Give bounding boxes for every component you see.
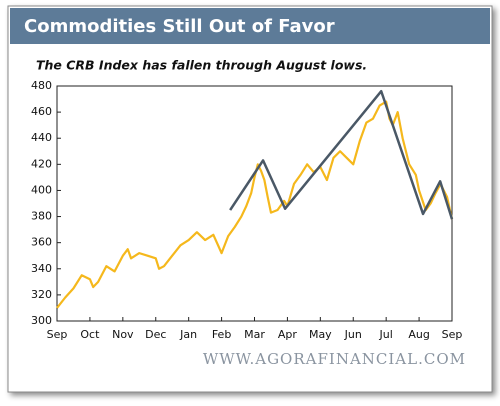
y-tick-label: 420 — [31, 157, 52, 170]
y-tick-label: 320 — [31, 288, 52, 301]
x-tick-label: Apr — [278, 328, 298, 341]
y-tick-label: 300 — [31, 314, 52, 327]
line — [56, 100, 454, 309]
y-tick-label: 440 — [31, 131, 52, 144]
line — [229, 89, 454, 220]
x-tick-label: Jul — [379, 328, 393, 341]
y-tick-label: 400 — [31, 183, 52, 196]
x-tick-label: Feb — [212, 328, 231, 341]
y-tick-label: 380 — [31, 210, 52, 223]
x-tick-label: Nov — [112, 328, 134, 341]
x-tick-label: May — [309, 328, 332, 341]
watermark: WWW.AGORAFINANCIAL.COM — [203, 350, 466, 368]
x-tick-label: Dec — [145, 328, 166, 341]
x-tick-label: Mar — [244, 328, 265, 341]
x-tick-label: Jun — [344, 328, 362, 341]
x-tick-label: Jan — [179, 328, 197, 341]
x-tick-label: Sep — [442, 328, 463, 341]
x-tick-label: Aug — [408, 328, 429, 341]
y-tick-label: 340 — [31, 262, 52, 275]
x-tick-label: Oct — [80, 328, 100, 341]
y-tick-label: 360 — [31, 236, 52, 249]
y-tick-label: 480 — [31, 79, 52, 92]
y-tick-label: 460 — [31, 105, 52, 118]
x-tick-label: Sep — [47, 328, 68, 341]
header-bar — [10, 8, 490, 44]
chart-subtitle: The CRB Index has fallen through August … — [36, 58, 367, 73]
chart-title: Commodities Still Out of Favor — [24, 16, 335, 37]
